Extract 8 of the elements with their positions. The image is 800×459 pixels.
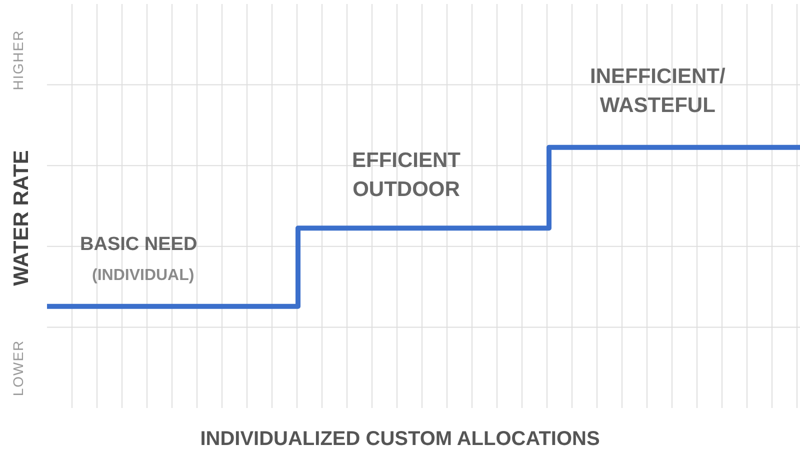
y-axis-title: WATER RATE <box>10 150 34 286</box>
text: INEFFICIENT/ WASTEFUL <box>590 64 726 120</box>
annotation: (INDIVIDUAL) <box>92 266 194 286</box>
annotation: BASIC NEED <box>80 233 198 257</box>
text: LOWER <box>10 340 26 396</box>
text: HIGHER <box>10 30 26 90</box>
x-axis-title: INDIVIDUALIZED CUSTOM ALLOCATIONS <box>199 428 601 451</box>
annotation: EFFICIENT OUTDOOR <box>352 148 460 204</box>
